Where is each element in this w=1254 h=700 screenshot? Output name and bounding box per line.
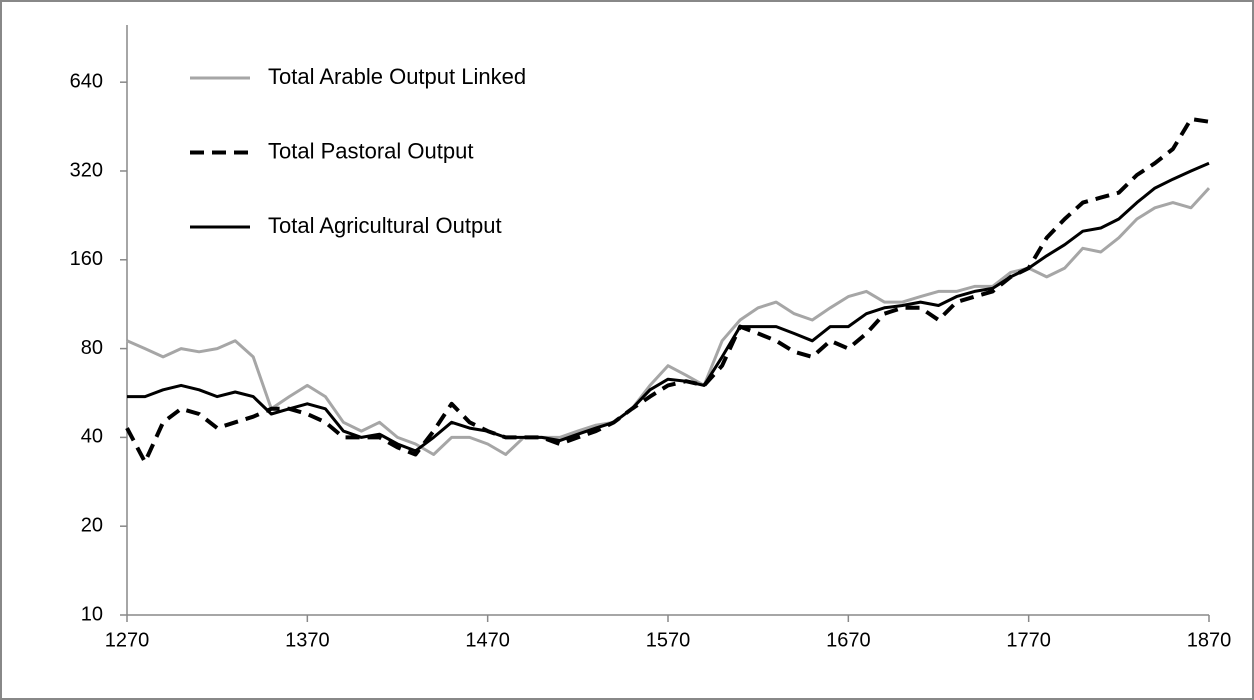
x-tick-label: 1470	[465, 629, 510, 651]
y-tick-label: 80	[81, 337, 103, 359]
x-tick-label: 1870	[1187, 629, 1232, 651]
x-tick-label: 1270	[105, 629, 150, 651]
legend-label: Total Agricultural Output	[268, 213, 502, 238]
y-tick-label: 40	[81, 426, 103, 448]
series-line	[127, 161, 1210, 453]
y-tick-label: 320	[70, 159, 103, 181]
y-tick-label: 640	[70, 70, 103, 92]
legend-label: Total Arable Output Linked	[268, 64, 526, 89]
y-tick-label: 20	[81, 514, 103, 536]
x-tick-label: 1670	[826, 629, 871, 651]
x-tick-label: 1570	[646, 629, 691, 651]
y-tick-label: 10	[81, 603, 103, 625]
x-tick-label: 1370	[285, 629, 330, 651]
y-tick-label: 160	[70, 248, 103, 270]
x-tick-label: 1770	[1006, 629, 1051, 651]
legend-label: Total Pastoral Output	[268, 138, 473, 163]
